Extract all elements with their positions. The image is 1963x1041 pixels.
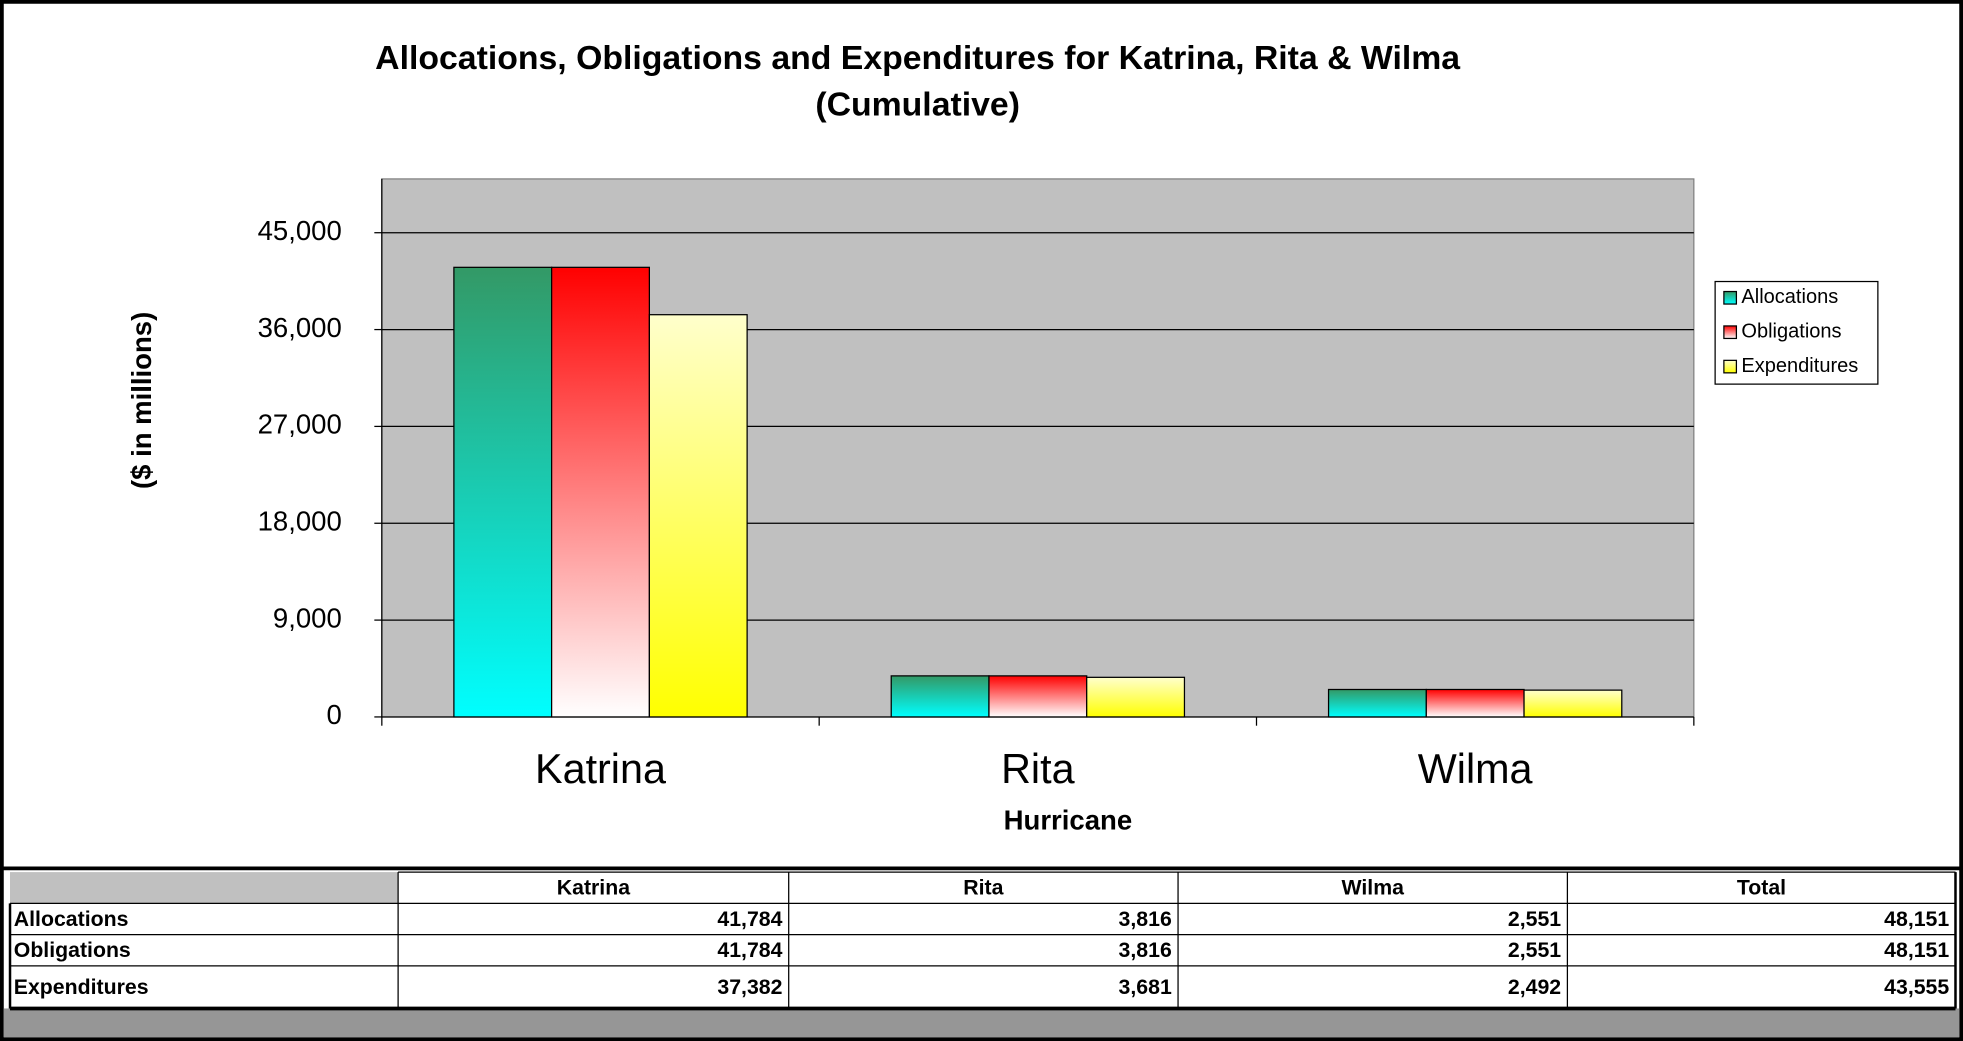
bar [1327,688,1427,718]
table-cell: 3,681 [1119,975,1172,999]
table-row-label: Allocations [14,907,129,931]
x-tick-label: Katrina [535,746,666,792]
bar [648,314,748,718]
legend-label: Expenditures [1741,355,1858,377]
table-cell: 41,784 [717,938,782,962]
bar [1425,688,1525,718]
legend-swatch [1723,325,1738,340]
y-tick-label: 36,000 [258,312,342,343]
y-tick-label: 45,000 [258,215,342,246]
y-tick-label: 18,000 [258,506,342,537]
table-row-label: Obligations [14,938,131,962]
bar [1086,676,1186,718]
table-header: Total [1737,876,1786,900]
table-header: Rita [963,876,1003,900]
y-tick-label: 27,000 [258,409,342,440]
table-cell: 3,816 [1119,938,1172,962]
legend-label: Obligations [1741,320,1841,342]
table-row-label: Expenditures [14,975,149,999]
table-cell: 37,382 [717,975,782,999]
table-header: Katrina [557,876,630,900]
legend-box [1714,280,1879,385]
bar [551,266,650,718]
bar [1523,689,1623,718]
legend-label: Allocations [1741,286,1838,308]
x-tick-label: Rita [1001,746,1074,792]
chart-subtitle: (Cumulative) [815,85,1020,123]
table-cell: 43,555 [1884,975,1949,999]
legend-swatch [1723,290,1738,305]
table-cell: 41,784 [717,907,782,931]
table-header: Wilma [1341,876,1404,900]
bar [453,266,553,718]
table-corner [10,872,399,904]
bar [988,675,1088,718]
table-cell: 2,551 [1508,938,1561,962]
footer-band [3,1008,1960,1038]
y-tick-label: 9,000 [273,602,342,633]
table-cell: 2,492 [1508,975,1561,999]
y-tick-label: 0 [326,699,341,730]
table-cell: 2,551 [1508,907,1561,931]
chart-title: Allocations, Obligations and Expenditure… [375,39,1460,77]
table-cell: 48,151 [1884,938,1949,962]
table-cell: 48,151 [1884,907,1949,931]
y-axis-label: ($ in millions) [126,312,157,489]
legend-swatch [1723,359,1738,374]
x-axis-label: Hurricane [1004,804,1133,835]
x-tick-label: Wilma [1418,746,1533,792]
table-cell: 3,816 [1119,907,1172,931]
bar [890,675,990,718]
